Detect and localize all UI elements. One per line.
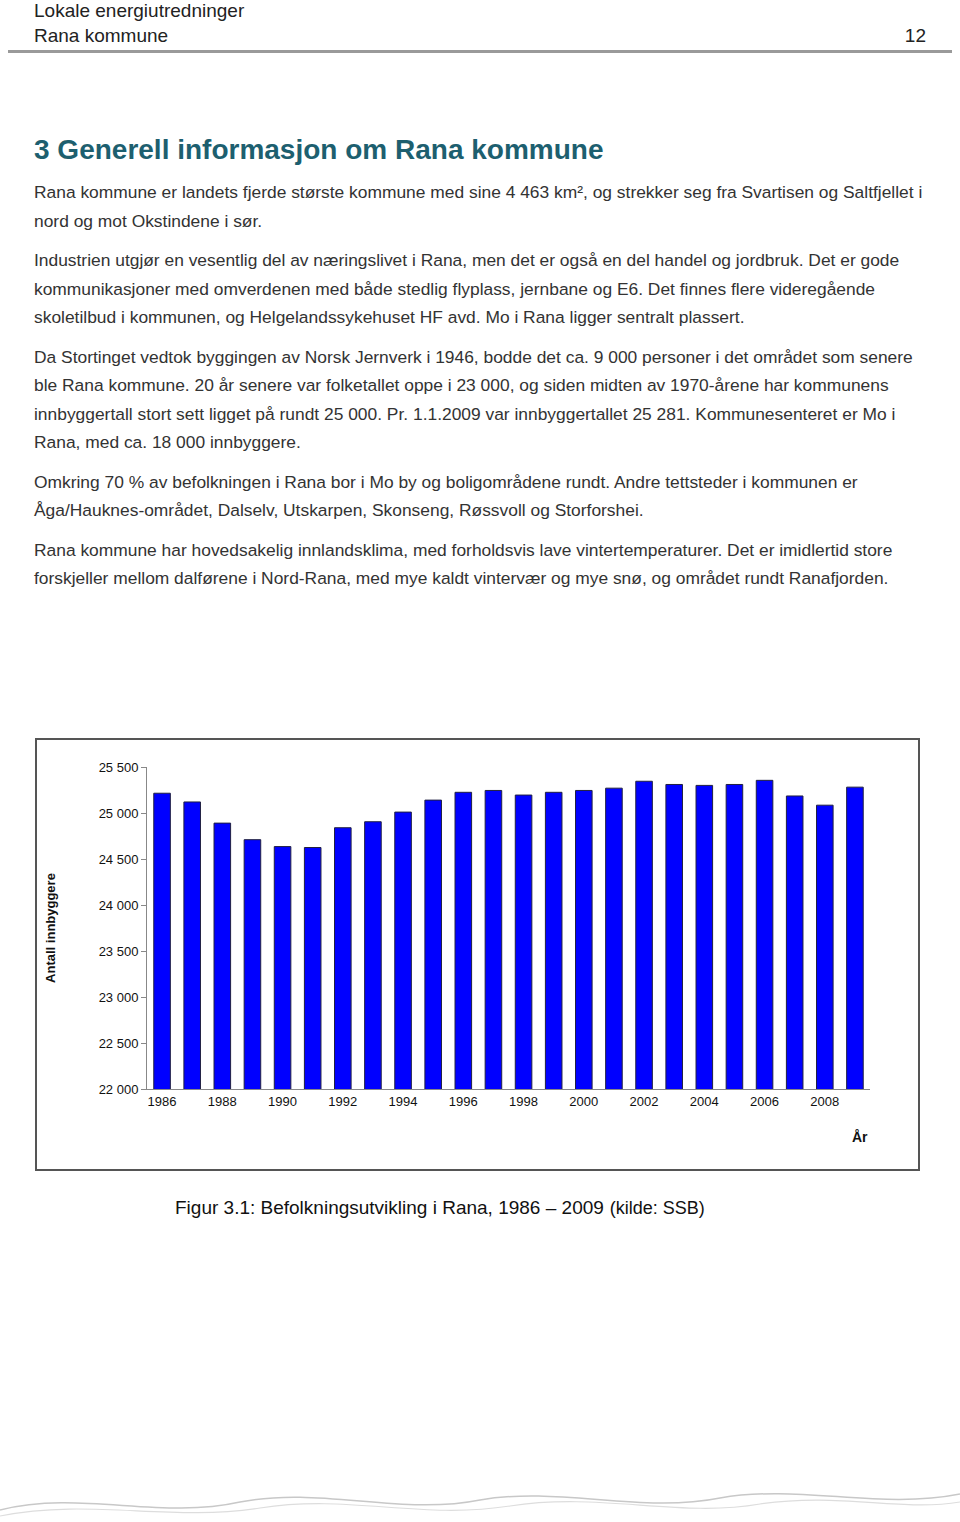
svg-text:24 500: 24 500 (99, 852, 139, 867)
svg-text:23 000: 23 000 (99, 990, 139, 1005)
svg-text:1988: 1988 (208, 1094, 237, 1109)
svg-text:24 000: 24 000 (99, 898, 139, 913)
svg-text:2000: 2000 (569, 1094, 598, 1109)
svg-text:23 500: 23 500 (99, 944, 139, 959)
svg-text:25 000: 25 000 (99, 806, 139, 821)
svg-text:2002: 2002 (630, 1094, 659, 1109)
html-text:Rana kommune har hovedsakelig: Rana kommune har hovedsakelig innlandskl… (34, 539, 893, 588)
svg-text:2008: 2008 (810, 1094, 839, 1109)
svg-text:2006: 2006 (750, 1094, 779, 1109)
svg-text:22 000: 22 000 (99, 1082, 139, 1097)
svg-text:2004: 2004 (690, 1094, 719, 1109)
html-text:12: 12 (904, 25, 926, 46)
svg-text:1986: 1986 (148, 1094, 177, 1109)
html-text:Lokale energiutredninger: Lokale energiutredninger (34, 0, 245, 21)
html-text:Da Stortinget vedtok byggingen: Da Stortinget vedtok byggingen av Norsk … (34, 346, 913, 452)
svg-text:22 500: 22 500 (99, 1036, 139, 1051)
svg-text:År: År (852, 1129, 868, 1145)
html-text:Rana kommune: Rana kommune (34, 25, 169, 46)
svg-text:1990: 1990 (268, 1094, 297, 1109)
html-text:Figur 3.1: Befolkningsutviklin: Figur 3.1: Befolkningsutvikling i Rana, … (175, 1197, 705, 1218)
svg-text:1992: 1992 (328, 1094, 357, 1109)
svg-text:25 500: 25 500 (99, 760, 139, 775)
svg-text:1998: 1998 (509, 1094, 538, 1109)
html-text:Rana kommune er landets fjerde: Rana kommune er landets fjerde største k… (34, 182, 923, 231)
svg-text:Antall innbyggere: Antall innbyggere (43, 873, 58, 983)
html-text:Industrien utgjør en vesentlig: Industrien utgjør en vesentlig del av næ… (34, 250, 900, 327)
html-text:Omkring 70 % av befolkningen i: Omkring 70 % av befolkningen i Rana bor … (34, 471, 858, 520)
svg-text:1994: 1994 (389, 1094, 418, 1109)
html-text:3 Generell informasjon om Rana: 3 Generell informasjon om Rana kommune (34, 134, 604, 165)
svg-text:1996: 1996 (449, 1094, 478, 1109)
